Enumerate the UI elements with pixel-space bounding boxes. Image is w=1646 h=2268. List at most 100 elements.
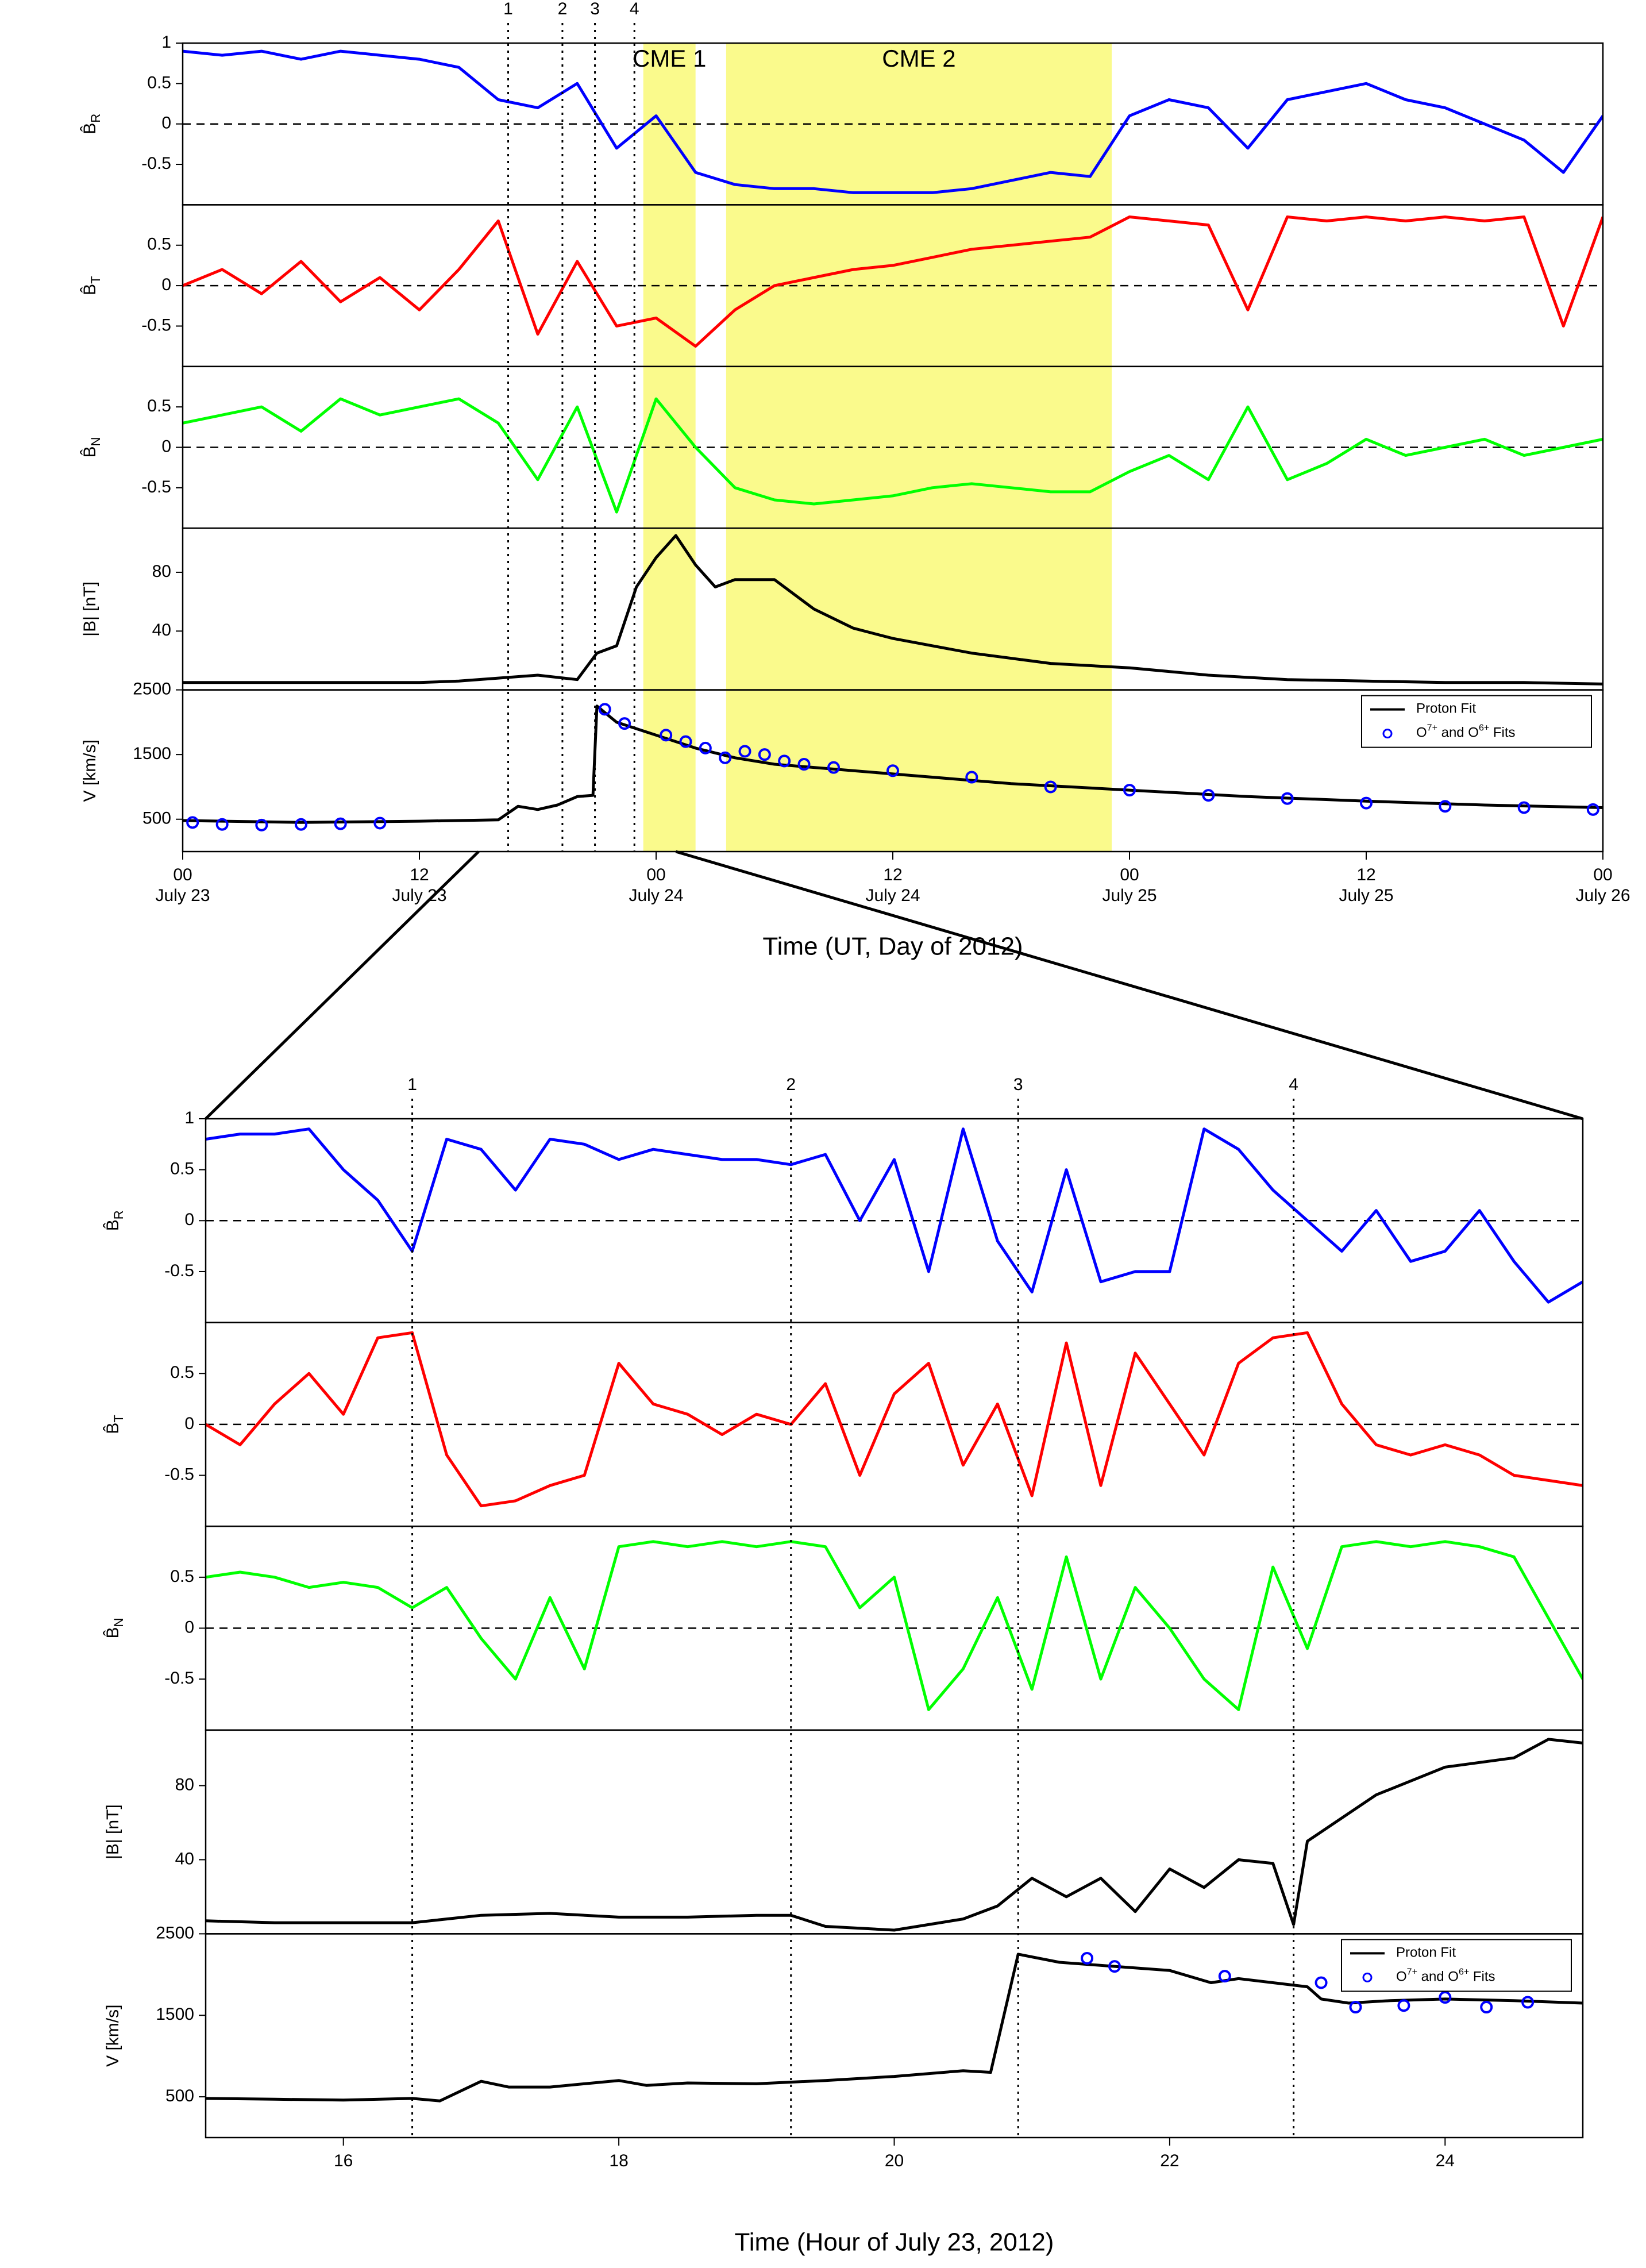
y-tick-label: 0	[161, 437, 171, 456]
event-label: 3	[590, 0, 600, 18]
y-tick-label: 500	[165, 2086, 194, 2105]
legend-label-part: Fits	[1489, 725, 1515, 741]
x-tick-label: July 23	[392, 886, 446, 905]
event-label: 4	[1289, 1075, 1298, 1094]
legend-label-part: and O	[1417, 1969, 1459, 1985]
fit-point	[1281, 792, 1294, 805]
y-tick-label: 80	[175, 1775, 194, 1794]
x-tick-label: 20	[885, 2151, 904, 2170]
legend-label: Proton Fit	[1396, 1945, 1456, 1961]
fit-point	[295, 818, 307, 831]
series-line	[183, 534, 1603, 686]
fit-point	[1349, 2001, 1362, 2014]
y-tick-label: -0.5	[164, 1669, 194, 1688]
fit-point	[1439, 800, 1452, 813]
y-axis-label-sub: T	[88, 276, 103, 283]
fit-point	[1044, 780, 1057, 794]
legend-label-part: 6+	[1479, 723, 1489, 733]
y-axis-label: B̂N	[80, 437, 103, 458]
series-line	[206, 1127, 1583, 1304]
series-line	[183, 215, 1603, 348]
fit-point	[334, 817, 347, 830]
fit-point	[699, 741, 712, 754]
y-axis-label-text: B̂	[103, 1219, 122, 1231]
fit-point	[758, 748, 771, 761]
fit-point	[1586, 803, 1599, 816]
fit-point	[1521, 1996, 1535, 2009]
x-tick-label: 12	[883, 865, 902, 884]
legend-box	[1361, 695, 1592, 748]
fit-point	[827, 761, 840, 774]
legend-label: O7+ and O6+ Fits	[1416, 723, 1516, 741]
cme-label: CME 2	[882, 45, 955, 72]
y-axis-label: B̂N	[103, 1618, 126, 1639]
y-axis-label: |B| [nT]	[80, 582, 99, 637]
y-tick-label: 0.5	[147, 235, 171, 254]
y-axis-label-text: B̂	[80, 123, 99, 134]
y-tick-label: -0.5	[141, 315, 171, 334]
y-tick-label: 0.5	[147, 396, 171, 415]
x-tick-label: 16	[334, 2151, 353, 2170]
x-tick-label: July 25	[1339, 886, 1393, 905]
y-axis-label: B̂R	[103, 1210, 126, 1231]
y-tick-label: 40	[152, 621, 171, 640]
y-tick-label: 500	[142, 809, 171, 828]
y-tick-label: 0.5	[170, 1160, 194, 1179]
legend-box	[1341, 1939, 1572, 1992]
y-axis-label-sub: N	[111, 1618, 126, 1627]
legend-label-part: 7+	[1407, 1967, 1417, 1977]
fit-point	[797, 758, 811, 771]
fit-point	[598, 703, 611, 716]
legend-label-part: 6+	[1459, 1967, 1469, 1977]
y-tick-label: 1	[184, 1108, 194, 1127]
legend-label-part: Fits	[1469, 1969, 1495, 1985]
series-line	[183, 49, 1603, 194]
fit-point	[778, 754, 791, 768]
fit-point	[719, 751, 732, 764]
y-axis-label-text: V [km/s]	[103, 2005, 122, 2067]
y-tick-label: -0.5	[141, 478, 171, 496]
x-tick-label: July 25	[1102, 886, 1157, 905]
x-tick-label: 00	[646, 865, 665, 884]
series-line	[206, 1540, 1583, 1711]
series-line	[183, 397, 1603, 514]
y-axis-label-sub: T	[111, 1415, 126, 1422]
fit-point	[965, 771, 978, 784]
x-axis-label: Time (UT, Day of 2012)	[762, 933, 1023, 961]
legend-label-part: Proton Fit	[1416, 701, 1476, 717]
y-axis-label-text: B̂	[80, 446, 99, 457]
panel-frame	[205, 1729, 1584, 1935]
x-tick-label: July 26	[1575, 886, 1630, 905]
y-tick-label: 2500	[133, 680, 171, 699]
y-tick-label: 0	[161, 275, 171, 294]
y-tick-label: -0.5	[164, 1465, 194, 1484]
x-tick-label: July 24	[629, 886, 683, 905]
fit-point	[618, 717, 631, 730]
y-tick-label: 1500	[133, 744, 171, 763]
fit-point	[1202, 789, 1215, 802]
zoom-line	[205, 850, 480, 1120]
legend-swatch	[1382, 729, 1393, 739]
fit-point	[1517, 801, 1531, 814]
legend-label: Proton Fit	[1416, 701, 1476, 717]
y-axis-label-text: B̂	[103, 1627, 122, 1638]
fit-point	[1397, 1999, 1410, 2012]
y-tick-label: 0	[161, 114, 171, 133]
fit-point	[1108, 1960, 1121, 1973]
event-label: 2	[786, 1075, 796, 1094]
y-axis-label: V [km/s]	[103, 2005, 122, 2067]
y-tick-label: 0.5	[170, 1363, 194, 1382]
event-label: 3	[1013, 1075, 1023, 1094]
y-tick-label: 40	[175, 1849, 194, 1868]
x-tick-label: 22	[1160, 2151, 1179, 2170]
x-tick-label: 24	[1436, 2151, 1455, 2170]
y-axis-label: V [km/s]	[80, 740, 99, 802]
event-label: 2	[558, 0, 568, 18]
x-tick-label: 12	[1356, 865, 1375, 884]
x-tick-label: 12	[410, 865, 429, 884]
y-tick-label: 2500	[156, 1923, 194, 1942]
y-axis-label-text: V [km/s]	[80, 740, 99, 802]
y-axis-label-sub: R	[88, 114, 103, 123]
legend-label: O7+ and O6+ Fits	[1396, 1967, 1495, 1985]
